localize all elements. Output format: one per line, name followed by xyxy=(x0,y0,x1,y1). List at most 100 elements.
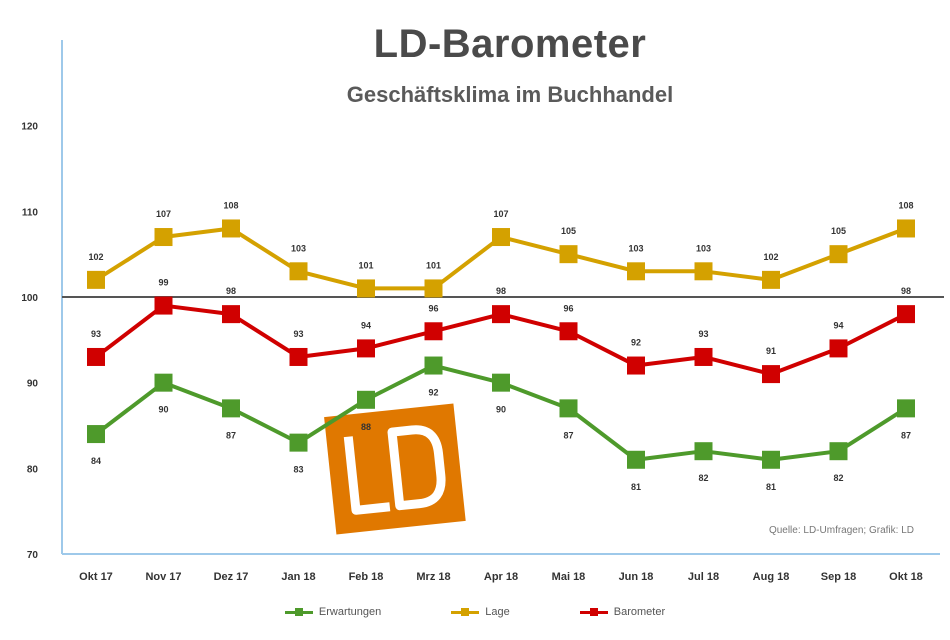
data-point-barometer xyxy=(829,339,848,358)
data-label-barometer: 92 xyxy=(631,338,641,348)
x-tick-label: Apr 18 xyxy=(484,571,518,583)
data-label-lage: 101 xyxy=(426,260,441,270)
data-label-barometer: 93 xyxy=(293,329,303,339)
data-label-lage: 108 xyxy=(223,200,238,210)
x-tick-label: Okt 18 xyxy=(889,571,923,583)
data-point-erwartungen xyxy=(289,433,308,452)
data-point-lage xyxy=(829,245,848,264)
data-point-barometer xyxy=(357,339,375,358)
data-point-erwartungen xyxy=(222,399,240,418)
data-point-erwartungen xyxy=(492,373,510,392)
data-label-lage: 102 xyxy=(763,252,778,262)
legend-item-barometer: Barometer xyxy=(579,606,666,618)
data-label-erwartungen: 82 xyxy=(698,473,708,483)
data-label-lage: 103 xyxy=(628,243,643,253)
x-tick-label: Jan 18 xyxy=(281,571,315,583)
legend-swatch-erwartungen xyxy=(284,607,313,616)
y-tick-label: 70 xyxy=(27,550,39,561)
chart-title: LD-Barometer xyxy=(373,22,647,66)
data-label-lage: 102 xyxy=(88,252,103,262)
data-point-barometer xyxy=(694,347,713,366)
data-label-barometer: 98 xyxy=(226,286,236,296)
data-label-erwartungen: 90 xyxy=(158,405,168,415)
x-tick-label: Feb 18 xyxy=(349,571,384,583)
data-label-lage: 108 xyxy=(898,200,913,210)
data-point-lage xyxy=(87,270,105,289)
x-tick-label: Okt 17 xyxy=(79,571,113,583)
y-tick-label: 110 xyxy=(22,207,39,218)
data-label-barometer: 96 xyxy=(563,303,573,313)
data-point-erwartungen xyxy=(87,425,105,444)
legend-item-lage: Lage xyxy=(451,606,510,618)
data-point-barometer xyxy=(897,305,915,324)
legend-swatch-barometer xyxy=(579,607,608,616)
data-point-erwartungen xyxy=(694,442,713,461)
ld-logo: LD xyxy=(324,403,466,535)
source-note: Quelle: LD-Umfragen; Grafik: LD xyxy=(768,525,914,536)
data-point-barometer xyxy=(492,305,510,324)
data-label-barometer: 94 xyxy=(361,320,371,330)
data-point-lage xyxy=(559,245,578,264)
x-tick-label: Mai 18 xyxy=(552,571,586,583)
data-point-lage xyxy=(492,228,510,247)
x-tick-label: Sep 18 xyxy=(821,571,856,583)
data-label-erwartungen: 92 xyxy=(428,388,438,398)
data-label-erwartungen: 82 xyxy=(833,473,843,483)
data-point-barometer xyxy=(424,322,443,341)
legend-item-erwartungen: Erwartungen xyxy=(284,606,382,618)
data-label-erwartungen: 84 xyxy=(91,456,101,466)
data-point-lage xyxy=(289,262,308,281)
data-label-erwartungen: 83 xyxy=(293,465,303,475)
data-label-erwartungen: 81 xyxy=(631,482,641,492)
data-point-erwartungen xyxy=(154,373,173,392)
data-label-barometer: 99 xyxy=(158,278,168,288)
legend-label-barometer: Barometer xyxy=(613,606,666,618)
data-point-lage xyxy=(357,279,375,298)
data-point-erwartungen xyxy=(762,450,780,469)
data-point-barometer xyxy=(154,296,173,315)
y-tick-label: 100 xyxy=(21,293,38,304)
data-label-erwartungen: 87 xyxy=(563,430,573,440)
data-point-barometer xyxy=(222,305,240,324)
chart-subtitle: Geschäftsklima im Buchhandel xyxy=(346,82,674,107)
data-point-barometer xyxy=(87,347,105,366)
data-label-erwartungen: 88 xyxy=(361,422,371,432)
data-label-lage: 103 xyxy=(696,243,711,253)
data-label-lage: 101 xyxy=(358,260,373,270)
data-point-barometer xyxy=(559,322,578,341)
data-point-barometer xyxy=(289,347,308,366)
data-label-barometer: 91 xyxy=(766,346,776,356)
data-label-lage: 107 xyxy=(493,209,508,219)
legend-label-erwartungen: Erwartungen xyxy=(318,606,382,618)
data-point-barometer xyxy=(762,365,780,384)
data-point-lage xyxy=(222,219,240,238)
data-point-erwartungen xyxy=(559,399,578,418)
data-point-erwartungen xyxy=(897,399,915,418)
data-label-erwartungen: 81 xyxy=(766,482,776,492)
data-label-barometer: 98 xyxy=(496,286,506,296)
legend: Erwartungen Lage Barometer xyxy=(0,606,950,618)
data-label-erwartungen: 87 xyxy=(901,430,911,440)
ld-logo-letters xyxy=(343,425,446,515)
y-tick-label: 80 xyxy=(27,464,39,475)
data-label-lage: 105 xyxy=(561,226,576,236)
data-label-lage: 105 xyxy=(831,226,846,236)
data-point-erwartungen xyxy=(627,450,645,469)
legend-swatch-lage xyxy=(451,607,480,616)
data-label-barometer: 96 xyxy=(428,303,438,313)
y-tick-label: 120 xyxy=(21,122,38,133)
data-label-barometer: 93 xyxy=(91,329,101,339)
data-point-lage xyxy=(424,279,443,298)
x-tick-label: Jul 18 xyxy=(688,571,719,583)
legend-label-lage: Lage xyxy=(485,606,510,618)
data-label-lage: 103 xyxy=(291,243,306,253)
data-point-barometer xyxy=(627,356,645,375)
y-tick-label: 90 xyxy=(27,379,39,390)
x-tick-label: Nov 17 xyxy=(145,571,181,583)
x-tick-label: Aug 18 xyxy=(753,571,790,583)
data-point-erwartungen xyxy=(424,356,443,375)
data-label-barometer: 98 xyxy=(901,286,911,296)
data-point-lage xyxy=(154,228,173,247)
data-point-lage xyxy=(762,270,780,289)
